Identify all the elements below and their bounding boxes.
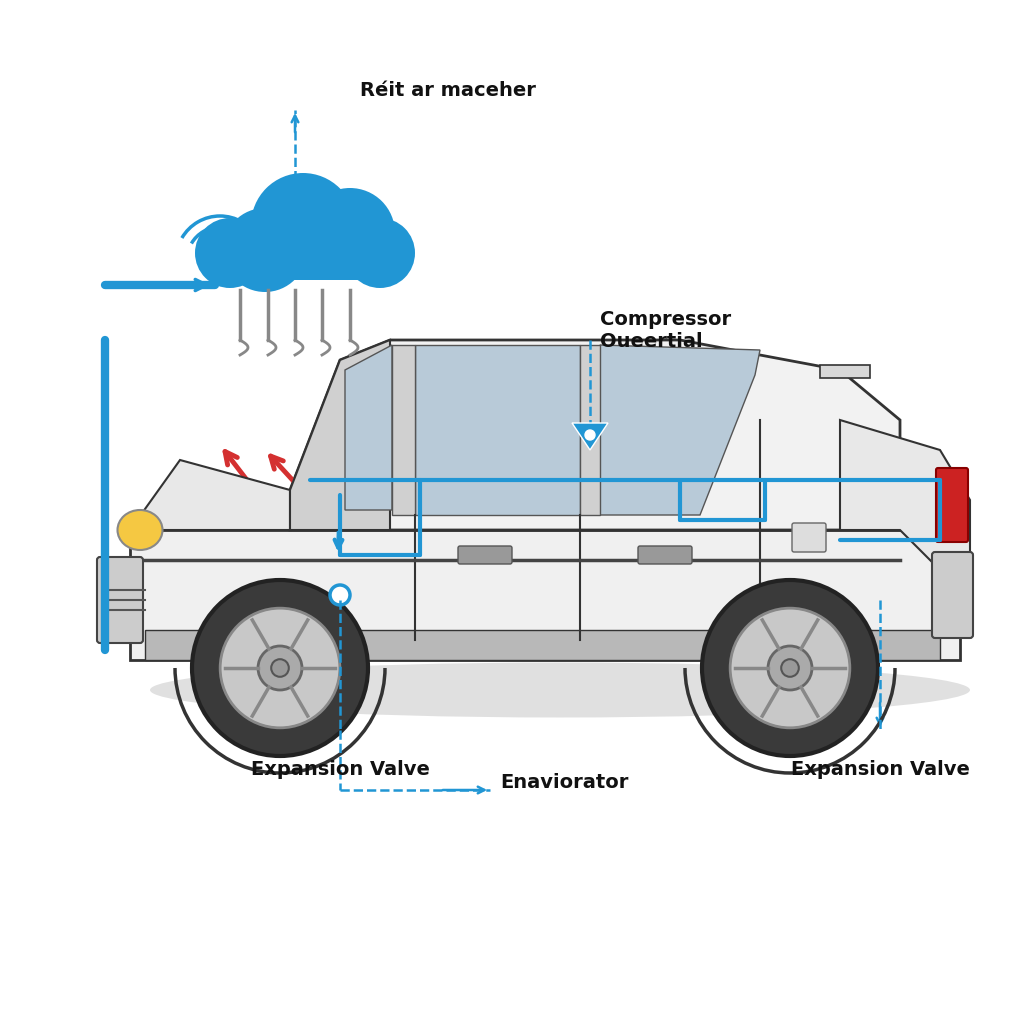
Polygon shape [290,340,900,530]
Polygon shape [580,345,600,515]
Circle shape [730,608,850,728]
Polygon shape [572,423,608,450]
Polygon shape [345,345,392,510]
Polygon shape [130,530,961,660]
Polygon shape [415,345,580,515]
Circle shape [345,218,415,288]
Polygon shape [290,340,390,530]
Circle shape [251,173,355,278]
Text: Expansion Valve: Expansion Valve [251,760,429,779]
Circle shape [305,188,395,278]
FancyBboxPatch shape [638,546,692,564]
Polygon shape [145,630,940,660]
Circle shape [781,659,799,677]
Circle shape [585,430,595,440]
Text: Réit ar maceher: Réit ar maceher [360,81,536,100]
Text: Enaviorator: Enaviorator [500,772,629,792]
Polygon shape [840,420,970,600]
Circle shape [193,580,368,756]
Polygon shape [392,345,415,515]
Circle shape [258,646,302,690]
Polygon shape [820,365,870,378]
Circle shape [195,218,265,288]
Circle shape [223,208,307,292]
FancyBboxPatch shape [792,523,826,552]
FancyBboxPatch shape [97,557,143,643]
Ellipse shape [118,510,163,550]
FancyBboxPatch shape [215,234,390,280]
FancyBboxPatch shape [932,552,973,638]
Circle shape [768,646,812,690]
Text: Compressor
Oueertial: Compressor Oueertial [600,310,731,351]
Circle shape [330,585,350,605]
Polygon shape [130,460,290,530]
FancyBboxPatch shape [936,468,968,542]
Ellipse shape [150,663,970,718]
Polygon shape [600,345,760,515]
Text: Expansion Valve: Expansion Valve [791,760,970,779]
FancyBboxPatch shape [458,546,512,564]
Circle shape [702,580,878,756]
Circle shape [271,659,289,677]
Circle shape [220,608,340,728]
